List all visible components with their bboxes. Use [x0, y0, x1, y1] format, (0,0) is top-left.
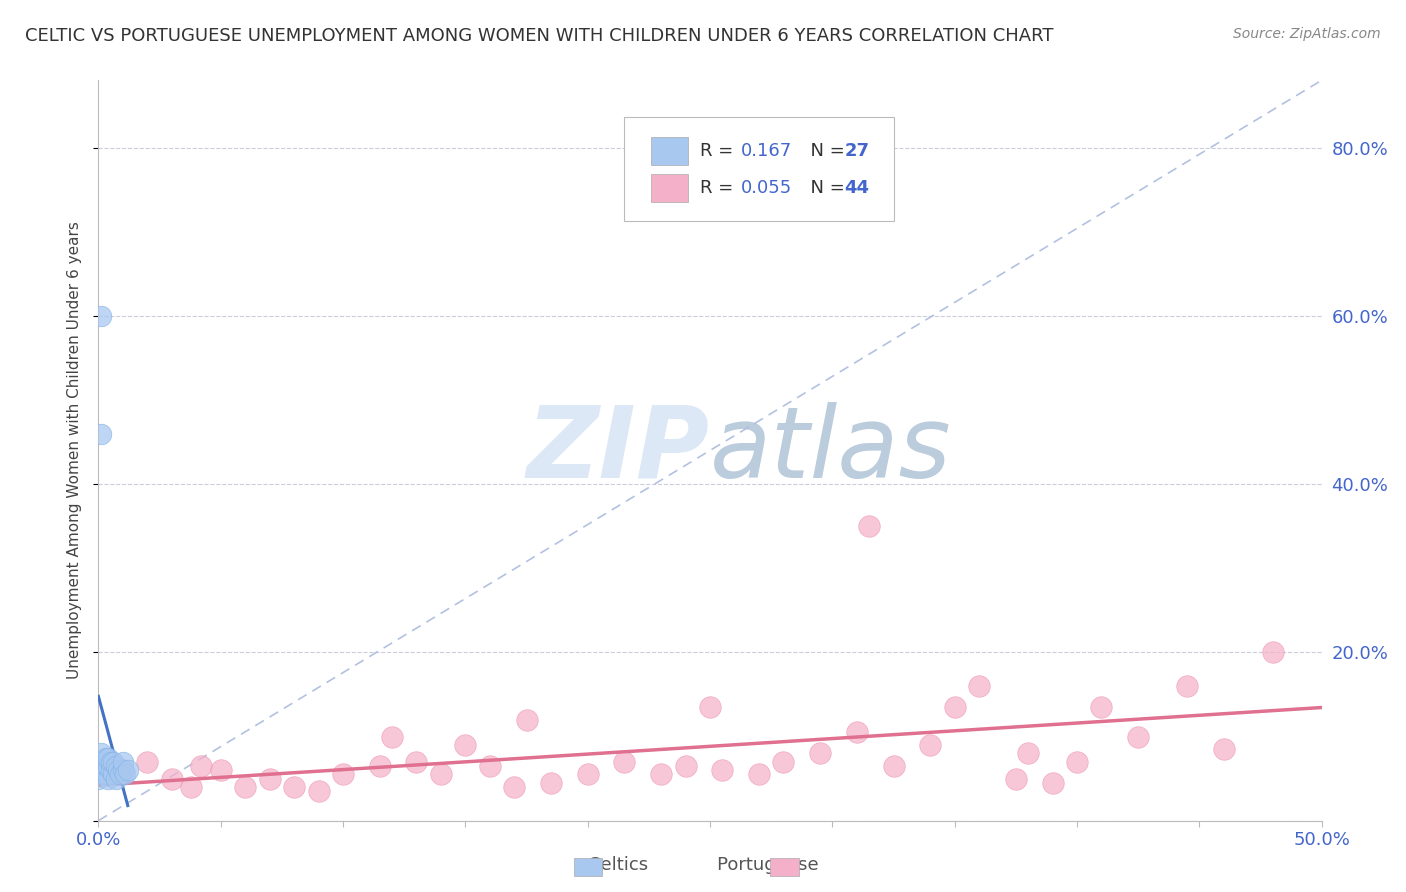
Point [845, 725, 868, 739]
Point [920, 738, 942, 752]
Bar [651, 137, 688, 165]
Text: 27: 27 [845, 143, 869, 161]
Point [94, 767, 117, 781]
Point [576, 767, 599, 781]
Text: N =: N = [800, 143, 851, 161]
Point [368, 759, 391, 773]
Point [97, 759, 120, 773]
Point [90, 426, 112, 441]
Bar [651, 174, 688, 202]
Point [748, 767, 770, 781]
Point [259, 772, 281, 786]
Point [90, 755, 112, 769]
Point [91, 763, 114, 777]
Point [209, 763, 232, 777]
Point [1175, 679, 1198, 693]
Point [110, 767, 132, 781]
Text: N =: N = [800, 179, 851, 197]
Point [87, 772, 110, 786]
Point [967, 679, 990, 693]
Point [1261, 645, 1284, 659]
Point [883, 759, 905, 773]
Point [91, 755, 114, 769]
Point [94, 750, 117, 764]
Point [675, 759, 697, 773]
Point [454, 738, 477, 752]
Point [613, 755, 636, 769]
Point [111, 755, 134, 769]
Point [1066, 755, 1088, 769]
Point [90, 309, 112, 323]
FancyBboxPatch shape [624, 118, 894, 221]
Text: 0.167: 0.167 [741, 143, 792, 161]
Text: R =: R = [700, 143, 740, 161]
Point [405, 755, 427, 769]
Point [97, 750, 120, 764]
Point [1017, 747, 1039, 761]
Text: 44: 44 [845, 179, 869, 197]
Point [711, 763, 734, 777]
Point [1004, 772, 1026, 786]
Text: ZIP: ZIP [527, 402, 710, 499]
Point [104, 759, 127, 773]
Point [332, 767, 354, 781]
Y-axis label: Unemployment Among Women with Children Under 6 years: Unemployment Among Women with Children U… [67, 221, 83, 680]
Point [772, 755, 794, 769]
Point [283, 780, 305, 794]
Point [650, 767, 672, 781]
Point [381, 730, 404, 744]
Point [308, 784, 330, 798]
Point [114, 767, 136, 781]
Point [699, 700, 721, 714]
Point [540, 776, 562, 790]
Point [100, 755, 122, 769]
Point [430, 767, 453, 781]
Point [101, 767, 124, 781]
Text: Celtics            Portuguese: Celtics Portuguese [588, 856, 818, 874]
Text: CELTIC VS PORTUGUESE UNEMPLOYMENT AMONG WOMEN WITH CHILDREN UNDER 6 YEARS CORREL: CELTIC VS PORTUGUESE UNEMPLOYMENT AMONG … [25, 27, 1054, 45]
Point [136, 755, 159, 769]
Point [90, 747, 112, 761]
Text: 0.055: 0.055 [741, 179, 792, 197]
Point [478, 759, 501, 773]
Point [808, 747, 831, 761]
Point [160, 772, 183, 786]
Point [858, 519, 880, 533]
Point [1090, 700, 1112, 714]
Point [94, 759, 117, 773]
Point [1128, 730, 1150, 744]
Point [515, 713, 537, 727]
Point [117, 763, 139, 777]
Text: Source: ZipAtlas.com: Source: ZipAtlas.com [1233, 27, 1381, 41]
Point [503, 780, 526, 794]
Point [111, 763, 134, 777]
Point [100, 763, 122, 777]
Point [107, 763, 129, 777]
Point [1042, 776, 1064, 790]
Point [90, 763, 112, 777]
Text: R =: R = [700, 179, 740, 197]
Point [943, 700, 966, 714]
Point [101, 755, 124, 769]
Point [1212, 742, 1234, 756]
Point [233, 780, 256, 794]
Text: atlas: atlas [710, 402, 952, 499]
Point [180, 780, 202, 794]
Point [190, 759, 212, 773]
Point [104, 772, 127, 786]
Point [111, 763, 134, 777]
Point [87, 763, 110, 777]
Point [97, 772, 120, 786]
